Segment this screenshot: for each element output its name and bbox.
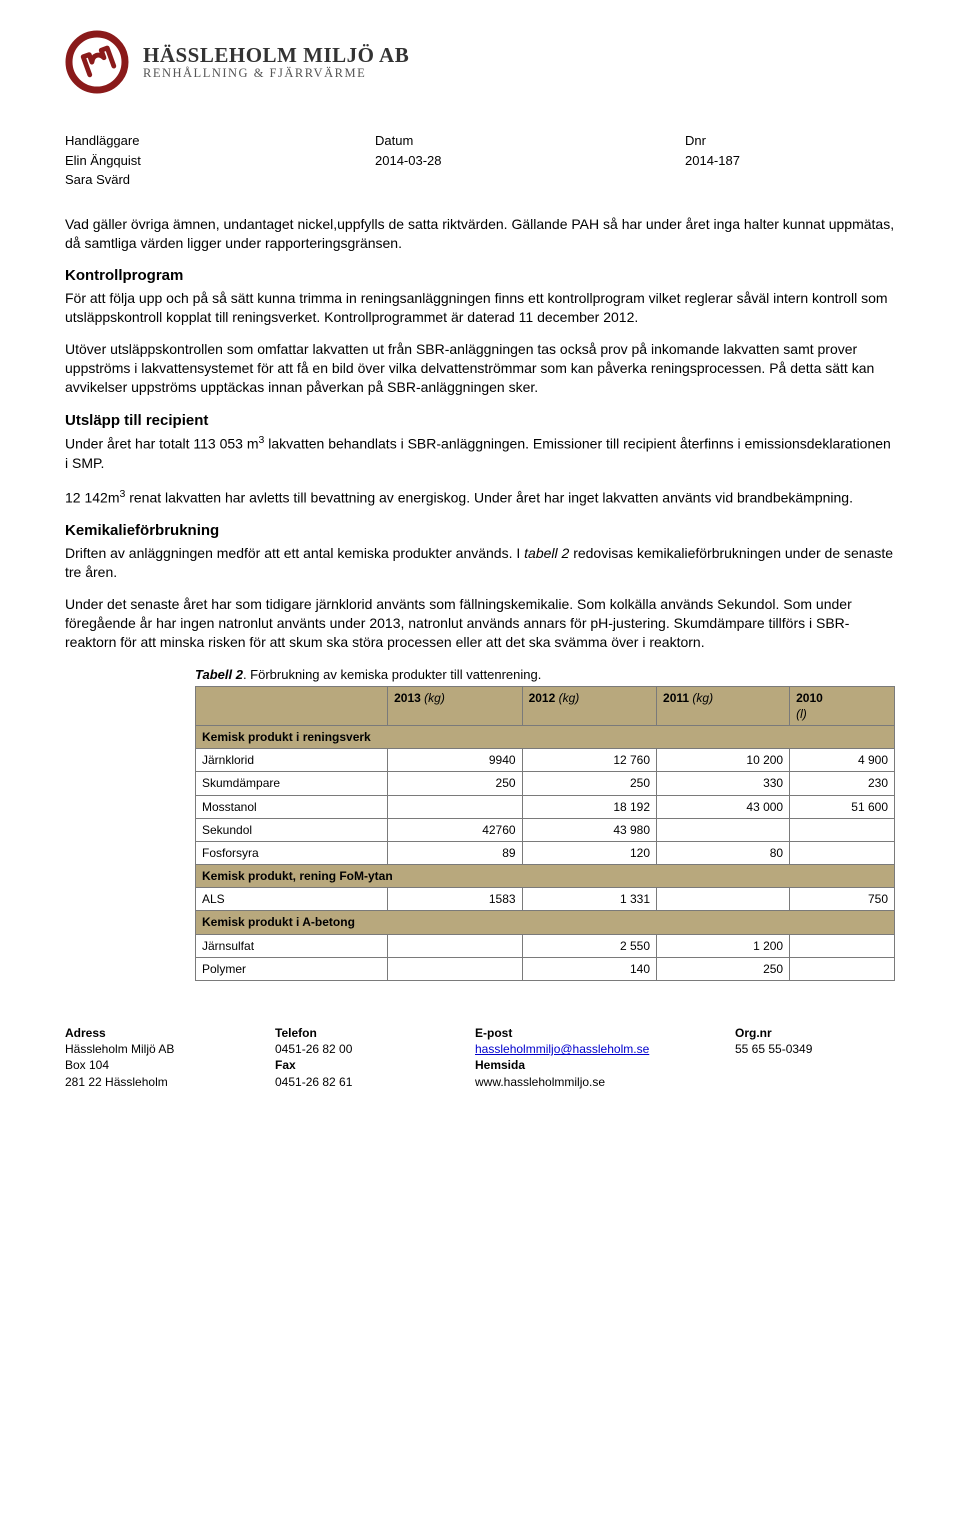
document-meta: Handläggare Datum Dnr Elin Ängquist 2014… <box>65 132 895 189</box>
row-name: Polymer <box>196 957 388 980</box>
section-fom: Kemisk produkt, rening FoM-ytan <box>196 865 895 888</box>
section-abetong: Kemisk produkt i A-betong <box>196 911 895 934</box>
footer-adress: Adress Hässleholm Miljö AB Box 104 281 2… <box>65 1025 275 1090</box>
table-row: ALS 1583 1 331 750 <box>196 888 895 911</box>
meta-dnr: 2014-187 <box>685 152 895 170</box>
meta-label-datum: Datum <box>375 132 685 150</box>
footer-org: Org.nr 55 65 55-0349 <box>735 1025 895 1090</box>
logo-text: HÄSSLEHOLM MILJÖ AB RENHÅLLNING & FJÄRRV… <box>143 44 409 81</box>
logo-company-sub: RENHÅLLNING & FJÄRRVÄRME <box>143 67 409 81</box>
table-row: Polymer 140 250 <box>196 957 895 980</box>
th-2011: 2011 (kg) <box>657 686 790 725</box>
footer-epost-link[interactable]: hassleholmmiljo@hassleholm.se <box>475 1042 649 1056</box>
row-name: Järnklorid <box>196 749 388 772</box>
heading-kemikalieforbrukning: Kemikalieförbrukning <box>65 521 895 541</box>
footer-telefon: Telefon 0451-26 82 00 Fax 0451-26 82 61 <box>275 1025 475 1090</box>
heading-kontrollprogram: Kontrollprogram <box>65 266 895 286</box>
page-footer: Adress Hässleholm Miljö AB Box 104 281 2… <box>65 1025 895 1090</box>
footer-telefon-value: 0451-26 82 00 <box>275 1041 475 1057</box>
row-name: Järnsulfat <box>196 934 388 957</box>
footer-adress-line: Box 104 <box>65 1057 275 1073</box>
footer-adress-line: Hässleholm Miljö AB <box>65 1041 275 1057</box>
footer-adress-heading: Adress <box>65 1025 275 1041</box>
footer-fax-heading: Fax <box>275 1057 475 1073</box>
footer-hemsida-heading: Hemsida <box>475 1057 735 1073</box>
row-name: Sekundol <box>196 818 388 841</box>
heading-utslapp: Utsläpp till recipient <box>65 411 895 431</box>
table-row: Mosstanol 18 192 43 000 51 600 <box>196 795 895 818</box>
table-row: Fosforsyra 89 120 80 <box>196 841 895 864</box>
footer-epost-heading: E-post <box>475 1025 735 1041</box>
th-blank <box>196 686 388 725</box>
table2-caption: Tabell 2. Förbrukning av kemiska produkt… <box>65 666 895 684</box>
footer-org-value: 55 65 55-0349 <box>735 1041 895 1057</box>
th-2010: 2010(l) <box>790 686 895 725</box>
paragraph-utslapp-2: 12 142m3 renat lakvatten har avletts til… <box>65 487 895 508</box>
table2: 2013 (kg) 2012 (kg) 2011 (kg) 2010(l) Ke… <box>195 686 895 981</box>
table-section-row: Kemisk produkt i A-betong <box>196 911 895 934</box>
paragraph-kontroll-1: För att följa upp och på så sätt kunna t… <box>65 289 895 327</box>
table-header-row: 2013 (kg) 2012 (kg) 2011 (kg) 2010(l) <box>196 686 895 725</box>
logo-mark-icon <box>65 30 129 94</box>
meta-label-handlaggare: Handläggare <box>65 132 375 150</box>
meta-handlaggare-1: Elin Ängquist <box>65 152 375 170</box>
th-2013: 2013 (kg) <box>388 686 522 725</box>
footer-epost: E-post hassleholmmiljo@hassleholm.se Hem… <box>475 1025 735 1090</box>
meta-label-dnr: Dnr <box>685 132 895 150</box>
paragraph-intro: Vad gäller övriga ämnen, undantaget nick… <box>65 215 895 253</box>
table-section-row: Kemisk produkt i reningsverk <box>196 725 895 748</box>
footer-adress-line: 281 22 Hässleholm <box>65 1074 275 1090</box>
table-row: Skumdämpare 250 250 330 230 <box>196 772 895 795</box>
row-name: Mosstanol <box>196 795 388 818</box>
paragraph-kemi-2: Under det senaste året har som tidigare … <box>65 595 895 652</box>
logo-company-name: HÄSSLEHOLM MILJÖ AB <box>143 44 409 67</box>
row-name: ALS <box>196 888 388 911</box>
table-row: Sekundol 42760 43 980 <box>196 818 895 841</box>
th-2012: 2012 (kg) <box>522 686 656 725</box>
meta-datum: 2014-03-28 <box>375 152 685 170</box>
row-name: Fosforsyra <box>196 841 388 864</box>
row-name: Skumdämpare <box>196 772 388 795</box>
footer-fax-value: 0451-26 82 61 <box>275 1074 475 1090</box>
table-row: Järnsulfat 2 550 1 200 <box>196 934 895 957</box>
footer-org-heading: Org.nr <box>735 1025 895 1041</box>
paragraph-utslapp-1: Under året har totalt 113 053 m3 lakvatt… <box>65 433 895 472</box>
logo-block: HÄSSLEHOLM MILJÖ AB RENHÅLLNING & FJÄRRV… <box>65 30 895 94</box>
footer-telefon-heading: Telefon <box>275 1025 475 1041</box>
footer-hemsida-value: www.hassleholmmiljo.se <box>475 1074 735 1090</box>
table-section-row: Kemisk produkt, rening FoM-ytan <box>196 865 895 888</box>
meta-handlaggare-2: Sara Svärd <box>65 171 375 189</box>
paragraph-kemi-1: Driften av anläggningen medför att ett a… <box>65 544 895 582</box>
paragraph-kontroll-2: Utöver utsläppskontrollen som omfattar l… <box>65 340 895 397</box>
table-row: Järnklorid 9940 12 760 10 200 4 900 <box>196 749 895 772</box>
section-reningsverk: Kemisk produkt i reningsverk <box>196 725 895 748</box>
